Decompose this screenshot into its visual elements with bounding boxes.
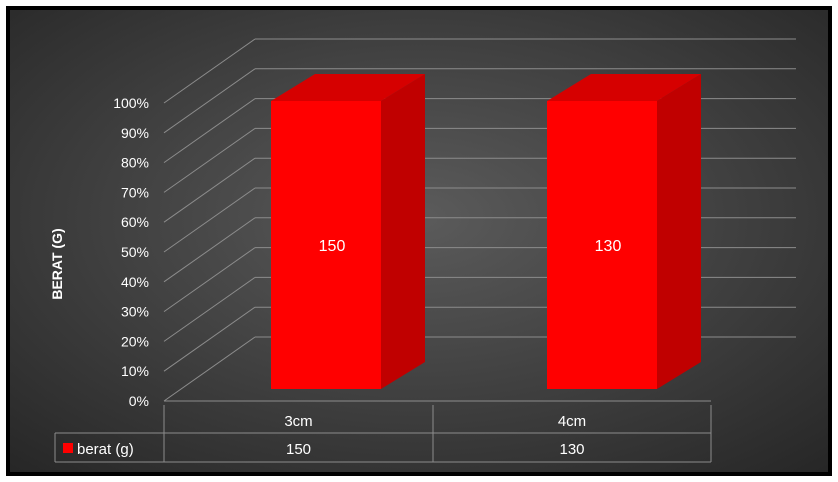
table-row-label: berat (g) bbox=[77, 441, 134, 458]
bars-layer: 150 130 bbox=[271, 74, 701, 389]
gridline-diagonal bbox=[163, 217, 256, 283]
x-tick-label: 4cm bbox=[558, 413, 586, 430]
gridline-diagonal bbox=[163, 336, 256, 402]
bar-side bbox=[657, 74, 701, 389]
gridline-diagonal bbox=[163, 38, 256, 104]
gridline-diagonal bbox=[163, 127, 256, 193]
y-tick-label: 50% bbox=[121, 244, 149, 260]
chart-svg: 0% 10% 20% 30% 40% 50% 60% 70% 80% 90% 100% 150 130… bbox=[10, 10, 828, 472]
gridline-diagonal bbox=[163, 157, 256, 223]
gridline-diagonal bbox=[163, 68, 256, 134]
y-tick-label: 0% bbox=[129, 393, 149, 409]
gridline-diagonal bbox=[163, 276, 256, 342]
bar-top bbox=[271, 74, 425, 101]
table-cell: 150 bbox=[286, 441, 311, 458]
data-label: 130 bbox=[595, 238, 622, 255]
bar bbox=[271, 101, 381, 389]
y-tick-label: 30% bbox=[121, 304, 149, 320]
y-tick-label: 100% bbox=[113, 95, 149, 111]
y-tick-label: 10% bbox=[121, 363, 149, 379]
y-tick-label: 70% bbox=[121, 184, 149, 200]
gridline-diagonal bbox=[163, 247, 256, 313]
y-tick-label: 80% bbox=[121, 155, 149, 171]
y-tick-label: 90% bbox=[121, 125, 149, 141]
y-tick-label: 20% bbox=[121, 333, 149, 349]
legend-swatch bbox=[63, 443, 73, 453]
gridline-diagonal bbox=[163, 306, 256, 372]
y-axis: 0% 10% 20% 30% 40% 50% 60% 70% 80% 90% 100% bbox=[113, 95, 149, 409]
bar-top bbox=[547, 74, 701, 101]
data-table: 3cm 4cm berat (g) 150 130 bbox=[54, 405, 712, 463]
x-tick-label: 3cm bbox=[284, 413, 312, 430]
y-tick-label: 60% bbox=[121, 214, 149, 230]
bar-side bbox=[381, 74, 425, 389]
y-axis-title: BERAT (G) bbox=[49, 228, 65, 299]
gridline-diagonal bbox=[163, 187, 256, 253]
table-cell: 130 bbox=[559, 441, 584, 458]
y-tick-label: 40% bbox=[121, 274, 149, 290]
chart-frame: 0% 10% 20% 30% 40% 50% 60% 70% 80% 90% 100% 150 130… bbox=[6, 6, 832, 476]
data-label: 150 bbox=[319, 238, 346, 255]
gridline-diagonal bbox=[163, 98, 256, 164]
bar bbox=[547, 101, 657, 389]
